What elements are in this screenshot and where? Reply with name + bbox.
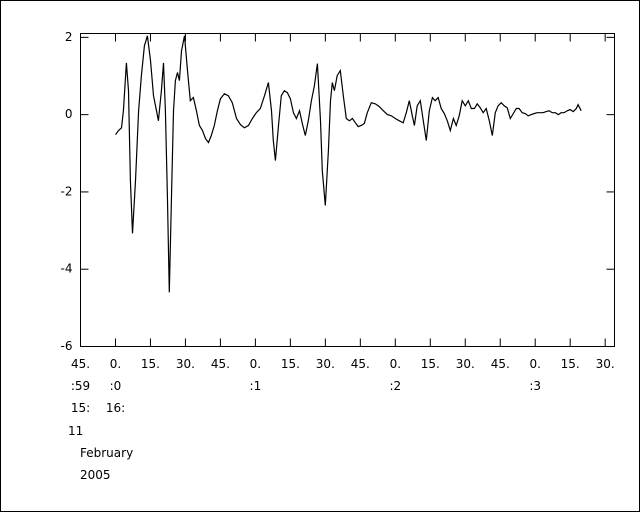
y-tick-label: 0 — [65, 107, 73, 121]
x-hour-label: 15: — [71, 401, 90, 415]
x-tick-label: 0. — [110, 357, 121, 371]
y-tick-label: -2 — [61, 184, 73, 198]
x-tick-label: 0. — [250, 357, 261, 371]
x-tick-label: 45. — [351, 357, 370, 371]
x-date-label: 2005 — [80, 468, 111, 482]
x-tick-label: 15. — [561, 357, 580, 371]
x-date-label: February — [80, 446, 133, 460]
x-tick-label: 15. — [281, 357, 300, 371]
x-minute-label: :59 — [71, 379, 90, 393]
x-tick-label: 45. — [491, 357, 510, 371]
x-tick-label: 0. — [529, 357, 540, 371]
plot-frame — [80, 33, 615, 347]
x-tick-label: 30. — [456, 357, 475, 371]
x-tick-label: 15. — [141, 357, 160, 371]
x-tick-label: 30. — [596, 357, 615, 371]
x-tick-label: 30. — [316, 357, 335, 371]
x-minute-label: :0 — [110, 379, 122, 393]
x-tick-label: 45. — [71, 357, 90, 371]
x-tick-label: 30. — [176, 357, 195, 371]
x-hour-label: 16: — [106, 401, 125, 415]
x-tick-label: 0. — [390, 357, 401, 371]
x-tick-label: 45. — [211, 357, 230, 371]
y-tick-label: -6 — [61, 339, 73, 353]
x-tick-label: 15. — [421, 357, 440, 371]
x-date-label: 11 — [68, 424, 83, 438]
y-tick-label: 2 — [65, 30, 73, 44]
x-minute-label: :3 — [529, 379, 541, 393]
y-tick-label: -4 — [61, 262, 73, 276]
x-minute-label: :2 — [389, 379, 401, 393]
x-minute-label: :1 — [250, 379, 262, 393]
data-line — [115, 35, 582, 293]
